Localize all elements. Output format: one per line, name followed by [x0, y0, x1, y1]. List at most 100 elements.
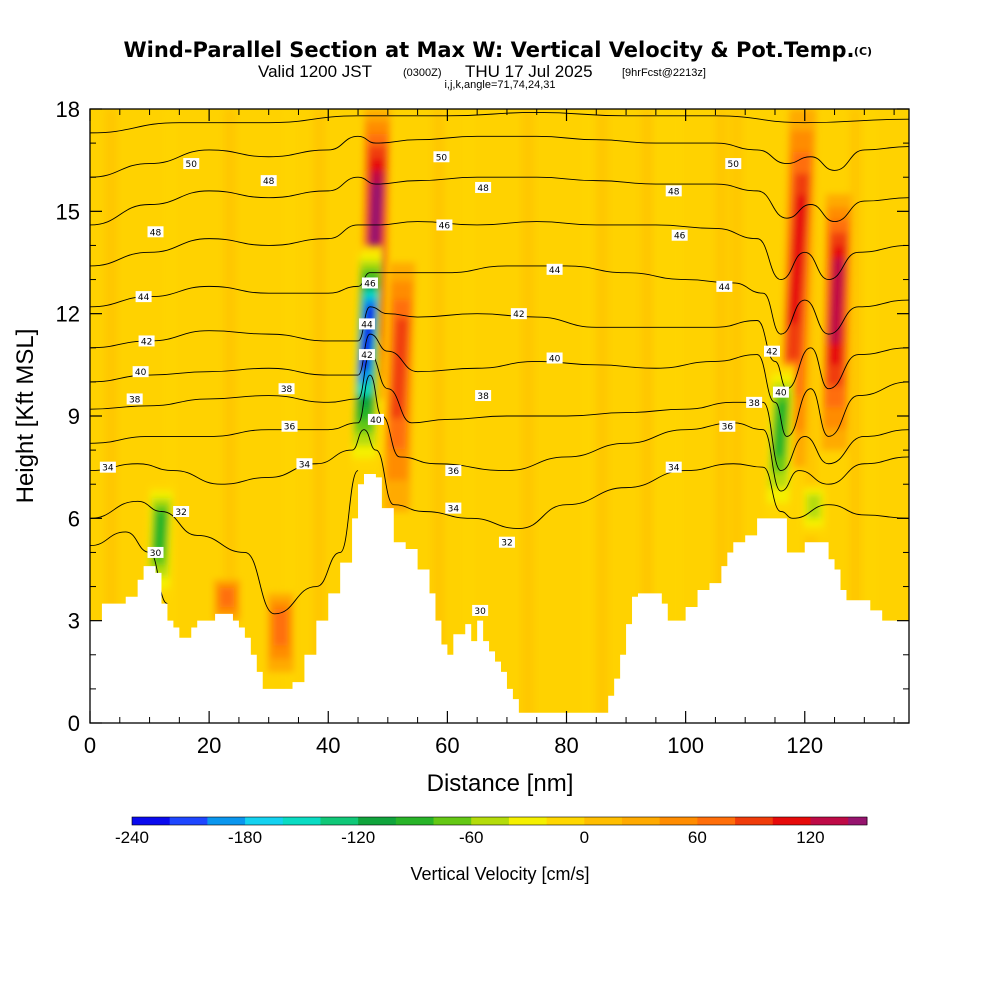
velocity-band [829, 258, 845, 344]
updraft-core [821, 194, 853, 451]
velocity-band [864, 109, 877, 723]
contour-label-box [358, 349, 375, 361]
contour-label-box [433, 151, 450, 163]
colorbar-swatch [433, 817, 472, 825]
x-tick-label: 20 [197, 733, 221, 758]
colorbar-swatch [320, 817, 359, 825]
contour-label-text: 44 [361, 320, 373, 330]
contour-label-text: 30 [474, 607, 486, 617]
velocity-band [581, 109, 594, 723]
contour-label-text: 44 [138, 293, 150, 303]
contour-label-text: 48 [668, 187, 680, 197]
velocity-band [804, 109, 817, 723]
contour-label: 46 [361, 277, 378, 289]
contour-label: 34 [99, 461, 116, 474]
y-tick-label: 6 [68, 506, 80, 531]
contour-label-box [183, 158, 200, 170]
velocity-band [462, 109, 475, 723]
colorbar-swatch [659, 817, 698, 825]
updraft-core [213, 579, 240, 621]
velocity-band [273, 609, 288, 646]
velocity-band [313, 109, 326, 723]
x-tick-label: 80 [554, 733, 578, 758]
contour-label: 30 [472, 604, 489, 617]
contour-label: 38 [746, 396, 763, 409]
isentrope-50 [90, 135, 909, 178]
contour-label: 50 [183, 158, 200, 170]
contour-label-text: 42 [361, 351, 372, 361]
contour-label-text: 46 [439, 221, 451, 231]
updraft-core [383, 262, 416, 512]
contour-label: 30 [147, 546, 164, 559]
contour-label: 34 [296, 458, 313, 470]
contour-label: 42 [510, 308, 527, 320]
y-tick-label: 9 [68, 404, 80, 429]
colorbar-tick-label: 120 [796, 828, 824, 847]
isentrope-38 [90, 354, 909, 472]
contour-label: 32 [498, 536, 515, 549]
contour-label: 50 [725, 158, 742, 170]
contour-label-text: 50 [728, 160, 740, 170]
contour-label-text: 36 [284, 423, 296, 433]
contour-label-text: 36 [722, 423, 734, 433]
contour-label: 44 [358, 318, 375, 330]
colorbar-swatch [772, 817, 811, 825]
x-tick-label: 100 [667, 733, 704, 758]
contour-label-text: 34 [102, 464, 114, 474]
contour-label-box [725, 158, 742, 170]
contour-label-box [138, 335, 155, 347]
contour-label-box [358, 318, 375, 330]
contour-label-text: 40 [370, 416, 382, 426]
contour-label: 40 [367, 413, 384, 426]
contour-label: 38 [475, 390, 492, 402]
contour-label-box [367, 413, 384, 425]
contour-label-text: 38 [748, 399, 760, 409]
contour-label-box [126, 393, 143, 405]
colorbar-tick-label: -180 [228, 828, 262, 847]
valid-time: Valid 1200 JST [258, 62, 372, 81]
contour-label-text: 40 [775, 389, 787, 399]
isentrope-32 [90, 470, 359, 615]
contour-label: 36 [445, 465, 462, 477]
contour-label-text: 42 [141, 337, 152, 347]
x-tick-label: 0 [84, 733, 96, 758]
colorbar-tick-label: -60 [459, 828, 484, 847]
colorbar-swatch [358, 817, 397, 825]
colorbar-tick-label: -240 [115, 828, 149, 847]
contour-label-text: 32 [501, 539, 512, 549]
colorbar-swatch [282, 817, 321, 825]
contour-label: 42 [764, 345, 781, 358]
y-tick-label: 12 [56, 302, 80, 327]
contour-label-text: 48 [263, 177, 275, 187]
utc-time: (0300Z) [403, 67, 442, 79]
contour-label-box [260, 175, 277, 187]
contour-label-text: 40 [135, 368, 147, 378]
contour-label-box [147, 546, 164, 558]
contour-label-text: 30 [150, 549, 162, 559]
contour-label: 46 [671, 229, 688, 242]
isentrope-42 [90, 306, 909, 390]
contour-label-box [436, 219, 453, 231]
contour-label-box [278, 383, 295, 395]
colorbar-swatch [735, 817, 774, 825]
valid-date: THU 17 Jul 2025 [465, 62, 593, 81]
contour-label: 48 [260, 175, 277, 187]
velocity-band [596, 109, 609, 723]
contour-label-box [665, 461, 682, 473]
contour-label-box [475, 181, 492, 193]
colorbar-swatch [169, 817, 208, 825]
contour-label-text: 32 [175, 508, 186, 518]
contour-label-text: 38 [281, 385, 293, 395]
velocity-band [655, 109, 668, 723]
isentrope-52 [90, 111, 909, 134]
contour-label: 40 [772, 386, 789, 399]
velocity-band [787, 194, 809, 324]
colorbar-swatch [584, 817, 623, 825]
velocity-band [640, 109, 653, 723]
y-tick-label: 0 [68, 711, 80, 736]
colorbar-tick-label: 0 [580, 828, 589, 847]
contour-label-box [671, 229, 688, 241]
x-tick-label: 40 [316, 733, 340, 758]
contour-label: 42 [358, 349, 375, 361]
